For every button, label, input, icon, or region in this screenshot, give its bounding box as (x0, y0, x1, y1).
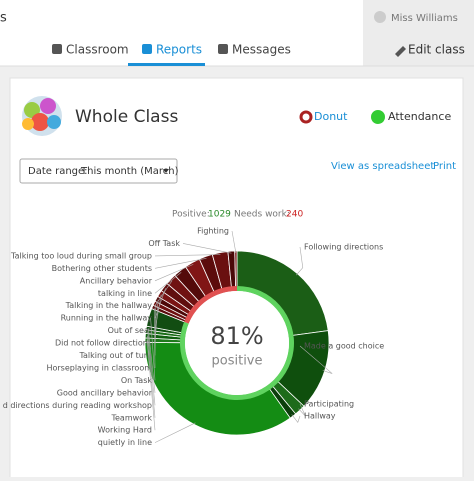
attendance-icon (371, 110, 385, 124)
tab-icon (218, 44, 228, 54)
user-name[interactable]: Miss Williams (391, 13, 458, 24)
spreadsheet-link[interactable]: View as spreadsheet (331, 161, 434, 172)
date-label: Date range: (28, 166, 88, 177)
leader-line (298, 403, 306, 417)
tab-underline (128, 63, 205, 66)
segment-label: Ancillary behavior (80, 276, 153, 285)
positive-label: Positive: (172, 210, 210, 220)
tab-icon (142, 44, 152, 54)
segment-label: Fighting (197, 227, 229, 236)
leader-line (291, 414, 301, 424)
user-avatar (374, 11, 386, 23)
attendance-link[interactable]: Attendance (388, 110, 451, 123)
edit-icon (395, 46, 406, 57)
negative-label: Needs work: (234, 210, 290, 220)
leader-line (154, 422, 196, 443)
segment-label: Teamwork (110, 413, 152, 422)
tab[interactable]: Messages (232, 43, 291, 57)
leader-line (154, 258, 207, 269)
dropdown-caret (163, 169, 169, 173)
segment-label: Running in the hallway (61, 314, 153, 323)
segment-label: Talking too loud during small group (10, 251, 152, 260)
segment-label: Did not follow directions (55, 339, 152, 348)
segment-label: talking in line (98, 289, 152, 298)
segment-label: d directions during reading workshop (3, 401, 152, 410)
segment-label: Bothering other students (52, 264, 152, 273)
negative-ring (184, 286, 237, 324)
leader-line (295, 246, 304, 276)
segment-label: Following directions (304, 243, 383, 252)
donut-link[interactable]: Donut (314, 110, 348, 123)
center-value: 81% (210, 322, 263, 350)
center-label: positive (212, 354, 263, 369)
leader-line (231, 230, 237, 254)
leader-line (147, 328, 156, 393)
date-value: This month (March) (80, 166, 179, 177)
leader-line (154, 254, 221, 257)
segment-label: quietly in line (98, 438, 152, 447)
negative-value: 240 (286, 210, 303, 220)
leader-line (154, 304, 157, 356)
segment-label: Horseplaying in classroom (46, 363, 152, 372)
segment-label: Talking in the hallway (65, 301, 153, 310)
page-title: s (0, 11, 7, 26)
segment-label: Participating (304, 400, 354, 409)
segment-label: Working Hard (98, 426, 152, 435)
tab[interactable]: Classroom (66, 43, 129, 57)
leader-line (154, 264, 194, 282)
tab-icon (52, 44, 62, 54)
segment-label: Good ancillary behavior (57, 388, 153, 397)
tabs: Classroom Reports Messages (52, 43, 291, 66)
tab[interactable]: Reports (156, 43, 202, 57)
segment-label: Talking out of turn (78, 351, 152, 360)
leader-line (147, 331, 156, 406)
segment-label: Out of seat (108, 326, 152, 335)
leader-line (146, 340, 156, 431)
donut-chart: 81% positive Positive:1029 Needs work:240 Fo… (3, 210, 385, 448)
edit-class[interactable]: Edit class (408, 43, 465, 57)
segment-label: Off Task (148, 239, 180, 248)
donut-icon (299, 110, 313, 124)
leader-line (182, 243, 232, 254)
card-title: Whole Class (75, 107, 178, 127)
positive-value: 1029 (208, 210, 231, 220)
leader-line (146, 335, 156, 418)
date-dropdown[interactable] (19, 158, 178, 184)
segment-label: On Task (121, 376, 153, 385)
leader-line (154, 272, 182, 294)
leader-line (154, 288, 166, 319)
leader-line (153, 307, 156, 368)
donut-hole (185, 291, 289, 395)
segment-label: Made a good choice (304, 342, 384, 351)
leader-line (299, 345, 333, 374)
class-avatar (22, 96, 62, 136)
segment-label: Hallway (304, 412, 336, 421)
leader-line (150, 317, 156, 381)
print-link[interactable]: Print (433, 161, 456, 172)
user-panel (363, 0, 474, 66)
